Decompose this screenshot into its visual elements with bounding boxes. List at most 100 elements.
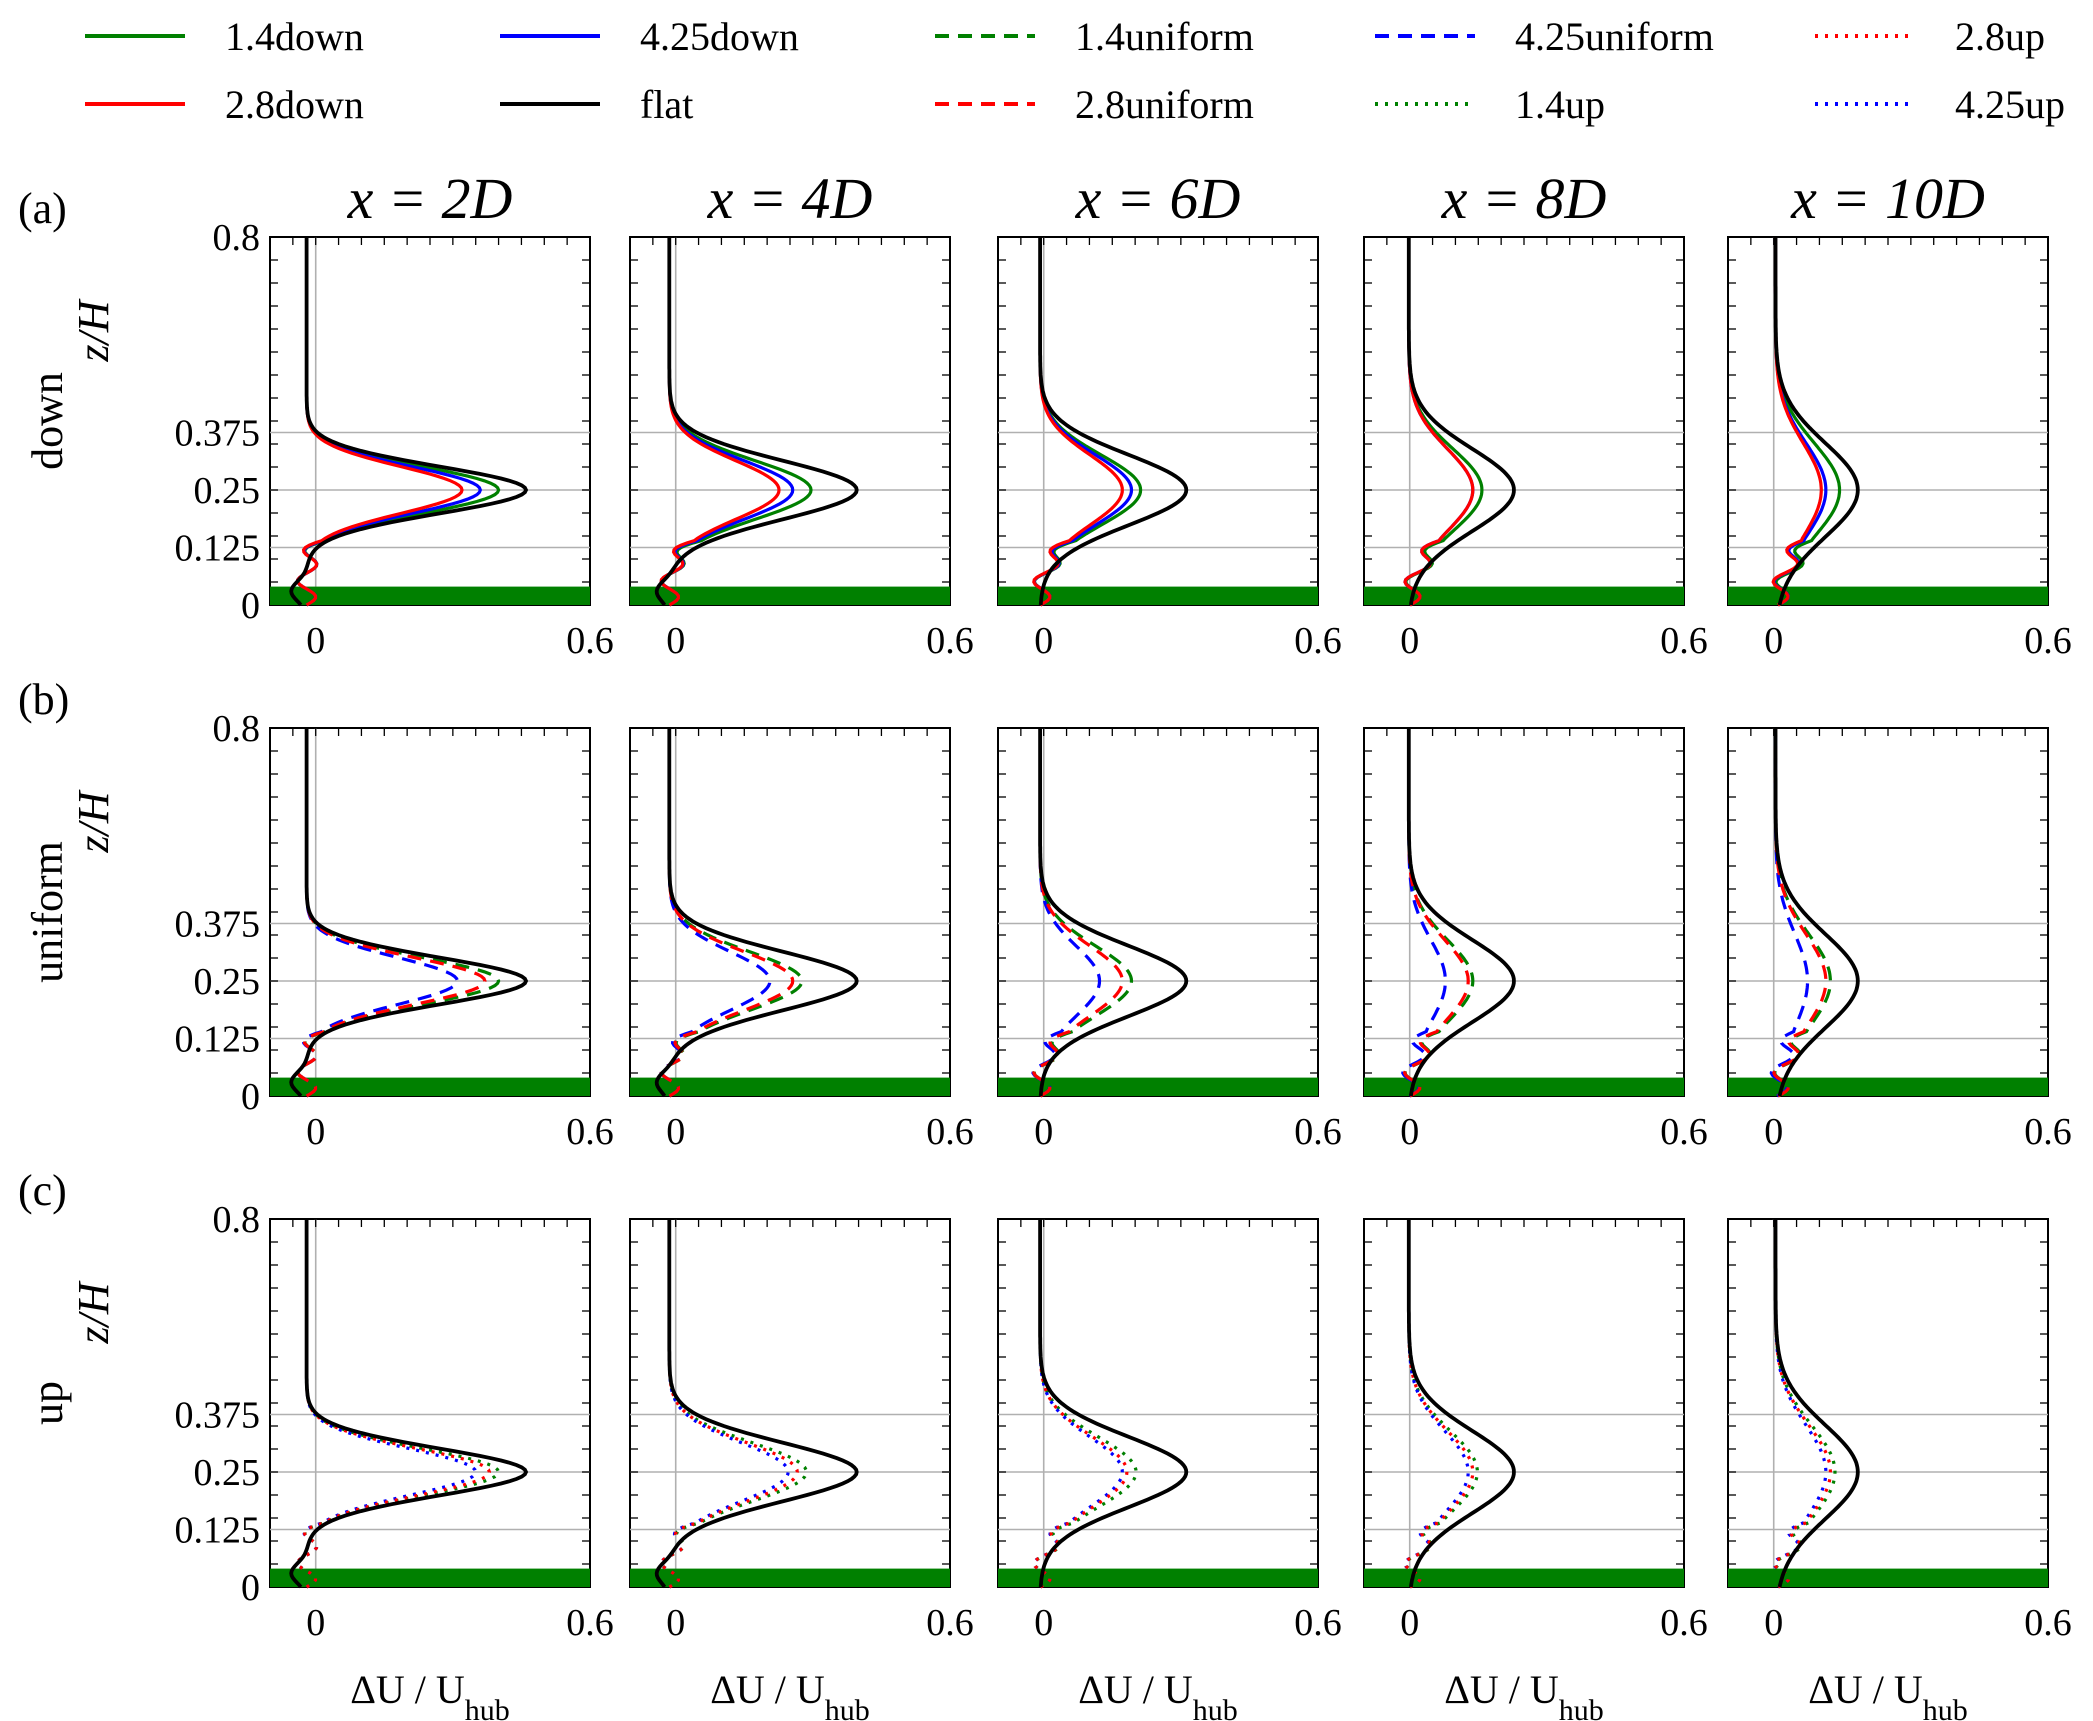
x-axis-label: ΔU / Uhub bbox=[1444, 1667, 1604, 1721]
terrain-ground-band bbox=[998, 586, 1318, 605]
legend-label-2.8up: 2.8up bbox=[1955, 14, 2045, 59]
x-tick-label-0: 0 bbox=[1764, 1602, 1783, 1644]
y-tick-label-0.375: 0.375 bbox=[175, 413, 261, 455]
panel-up-10D: 0 0.6 ΔU / Uhub bbox=[1727, 1218, 2072, 1721]
x-tick-label-0.6: 0.6 bbox=[1294, 1111, 1342, 1153]
row-label-group-uniform: uniform bbox=[23, 841, 72, 983]
x-tick-label-0.6: 0.6 bbox=[1660, 1111, 1708, 1153]
panel-uniform-6D: 0 0.6 bbox=[997, 727, 1342, 1153]
legend-label-1.4up: 1.4up bbox=[1515, 82, 1605, 127]
panel-down-8D: 0 0.6 bbox=[1363, 236, 1708, 662]
y-tick-label-0.8: 0.8 bbox=[213, 217, 261, 259]
legend-label-1.4uniform: 1.4uniform bbox=[1075, 14, 1254, 59]
terrain-ground-band bbox=[270, 586, 590, 605]
panel-up-4D: 0 0.6 ΔU / Uhub bbox=[629, 1218, 974, 1721]
terrain-ground-band bbox=[630, 1077, 950, 1096]
panel-frame bbox=[1363, 727, 1685, 1097]
x-axis-label: ΔU / Uhub bbox=[350, 1667, 510, 1721]
x-tick-label-0: 0 bbox=[306, 1111, 325, 1153]
legend-label-2.8uniform: 2.8uniform bbox=[1075, 82, 1254, 127]
terrain-ground-band bbox=[998, 1077, 1318, 1096]
legend-label-4.25down: 4.25down bbox=[640, 14, 799, 59]
panel-frame bbox=[269, 1218, 591, 1588]
x-tick-label-0: 0 bbox=[666, 1111, 685, 1153]
terrain-ground-band bbox=[1728, 1077, 2048, 1096]
x-tick-label-0.6: 0.6 bbox=[926, 1602, 974, 1644]
terrain-ground-band bbox=[1364, 586, 1684, 605]
x-tick-label-0.6: 0.6 bbox=[926, 620, 974, 662]
terrain-ground-band bbox=[630, 1568, 950, 1587]
profile-flat bbox=[1406, 237, 1516, 606]
profile-flat bbox=[1406, 728, 1516, 1097]
panel-down-6D: 0 0.6 bbox=[997, 236, 1342, 662]
panel-frame bbox=[1727, 1218, 2049, 1588]
legend: 1.4down 4.25down 1.4uniform 4.25uniform 2.8u… bbox=[85, 14, 2065, 127]
x-tick-label-0: 0 bbox=[1034, 1602, 1053, 1644]
panel-letter-uniform: (b) bbox=[18, 675, 69, 724]
row-label-group-down: down bbox=[23, 372, 72, 470]
profile-1.4up bbox=[1773, 1219, 1837, 1589]
column-title-6D: x = 6D bbox=[1075, 166, 1241, 231]
y-tick-label-0.375: 0.375 bbox=[175, 1395, 261, 1437]
legend-label-flat: flat bbox=[640, 82, 693, 127]
row-label-down: down bbox=[23, 372, 72, 470]
legend-label-4.25uniform: 4.25uniform bbox=[1515, 14, 1714, 59]
panel-frame bbox=[1363, 236, 1685, 606]
y-axis-label-down: z/H bbox=[69, 298, 118, 362]
terrain-ground-band bbox=[998, 1568, 1318, 1587]
terrain-ground-band bbox=[1364, 1568, 1684, 1587]
ylabel-group-up: z/H bbox=[69, 1280, 118, 1344]
panel-frame bbox=[1363, 1218, 1685, 1588]
x-tick-label-0: 0 bbox=[306, 1602, 325, 1644]
x-tick-label-0.6: 0.6 bbox=[1294, 1602, 1342, 1644]
y-tick-label-0.25: 0.25 bbox=[194, 961, 261, 1003]
y-tick-label-0: 0 bbox=[241, 1076, 260, 1118]
ylabel-group-uniform: z/H bbox=[69, 789, 118, 853]
x-tick-label-0: 0 bbox=[1400, 620, 1419, 662]
profile-flat bbox=[289, 728, 529, 1098]
y-axis-label-uniform: z/H bbox=[69, 789, 118, 853]
x-tick-label-0.6: 0.6 bbox=[566, 620, 614, 662]
y-tick-label-0.375: 0.375 bbox=[175, 904, 261, 946]
panel-frame bbox=[997, 236, 1319, 606]
x-tick-label-0: 0 bbox=[1400, 1602, 1419, 1644]
profile-2.8up bbox=[659, 1219, 799, 1589]
profile-2.8uniform bbox=[1772, 728, 1828, 1098]
panel-letter-down: (a) bbox=[18, 184, 67, 233]
panel-uniform-8D: 0 0.6 bbox=[1363, 727, 1708, 1153]
legend-label-1.4down: 1.4down bbox=[225, 14, 364, 59]
panel-up-6D: 0 0.6 ΔU / Uhub bbox=[997, 1218, 1342, 1721]
x-tick-label-0.6: 0.6 bbox=[566, 1111, 614, 1153]
x-tick-label-0.6: 0.6 bbox=[566, 1602, 614, 1644]
profile-flat bbox=[1773, 1219, 1860, 1588]
panel-uniform-2D: 0 0.6 0 0.125 0.25 0.375 0.8 bbox=[175, 708, 614, 1153]
x-tick-label-0.6: 0.6 bbox=[1294, 620, 1342, 662]
x-axis-label: ΔU / Uhub bbox=[710, 1667, 870, 1721]
terrain-ground-band bbox=[270, 1077, 590, 1096]
profile-flat bbox=[1038, 237, 1189, 606]
y-tick-label-0.125: 0.125 bbox=[175, 1019, 261, 1061]
x-tick-label-0.6: 0.6 bbox=[2024, 1602, 2072, 1644]
profile-2.8uniform bbox=[659, 728, 795, 1098]
panel-frame bbox=[997, 1218, 1319, 1588]
terrain-ground-band bbox=[1364, 1077, 1684, 1096]
row-label-uniform: uniform bbox=[23, 841, 72, 983]
x-tick-label-0.6: 0.6 bbox=[2024, 1111, 2072, 1153]
y-axis-label-up: z/H bbox=[69, 1280, 118, 1344]
panel-frame bbox=[997, 727, 1319, 1097]
x-tick-label-0: 0 bbox=[666, 1602, 685, 1644]
profile-flat bbox=[1038, 728, 1189, 1097]
panel-down-10D: 0 0.6 bbox=[1727, 236, 2072, 662]
y-tick-label-0.25: 0.25 bbox=[194, 470, 261, 512]
terrain-ground-band bbox=[1728, 1568, 2048, 1587]
panel-up-2D: 0 0.6 0 0.125 0.25 0.375 0.8 ΔU / Uhub bbox=[175, 1199, 614, 1721]
y-tick-label-0.125: 0.125 bbox=[175, 1510, 261, 1552]
terrain-ground-band bbox=[630, 586, 950, 605]
panel-letter-up: (c) bbox=[18, 1166, 67, 1215]
x-tick-label-0: 0 bbox=[1764, 1111, 1783, 1153]
terrain-ground-band bbox=[1728, 586, 2048, 605]
x-tick-label-0: 0 bbox=[1764, 620, 1783, 662]
